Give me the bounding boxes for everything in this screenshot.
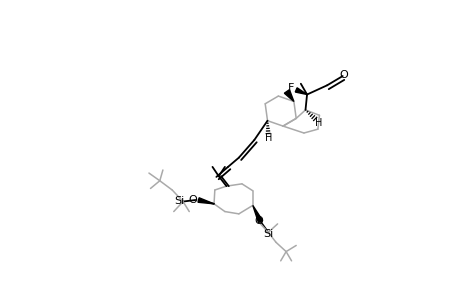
Text: H: H (314, 118, 322, 128)
Polygon shape (284, 90, 293, 101)
Text: Si: Si (263, 229, 273, 239)
Text: H: H (264, 134, 271, 143)
Text: O: O (188, 195, 196, 205)
Text: Si: Si (174, 196, 184, 206)
Text: F: F (288, 82, 294, 93)
Text: O: O (339, 70, 348, 80)
Polygon shape (295, 88, 307, 94)
Polygon shape (252, 206, 262, 223)
Polygon shape (197, 198, 213, 204)
Text: O: O (254, 216, 263, 226)
